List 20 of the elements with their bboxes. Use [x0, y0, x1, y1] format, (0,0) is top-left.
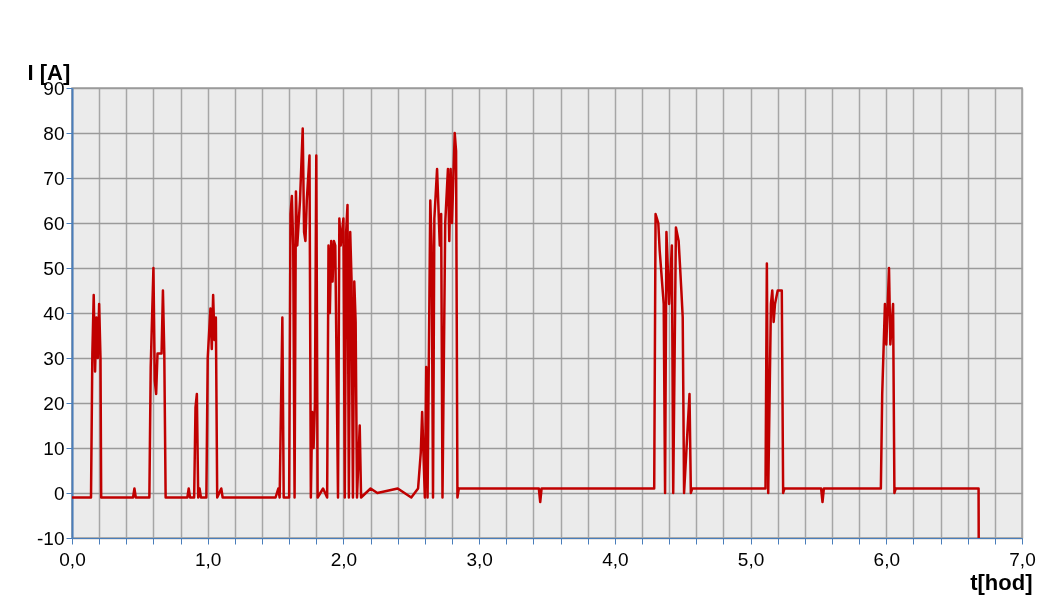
x-tick-label: 3,0: [466, 548, 493, 570]
y-tick-label: 0: [53, 482, 65, 504]
x-axis-title: t[hod]: [970, 569, 1033, 595]
y-tick-label: 70: [43, 167, 65, 189]
x-tick-label: 0,0: [59, 548, 86, 570]
x-tick-label: 4,0: [602, 548, 629, 570]
x-tick-label: 1,0: [195, 548, 222, 570]
y-tick-label: 80: [43, 122, 65, 144]
x-tick-label: 6,0: [873, 548, 900, 570]
line-series: [70, 127, 980, 540]
y-tick-label: 40: [43, 302, 65, 324]
y-tick-label: 50: [43, 257, 65, 279]
x-tick-label: 7,0: [1009, 548, 1036, 570]
x-tick-label: 2,0: [330, 548, 358, 570]
y-tick-label: -10: [37, 527, 65, 549]
y-tick-label: 10: [43, 437, 65, 459]
y-tick-label: 30: [43, 347, 65, 369]
y-tick-label: 20: [43, 392, 65, 414]
x-tick-label: 5,0: [737, 548, 765, 570]
y-tick-label: 60: [43, 212, 65, 234]
